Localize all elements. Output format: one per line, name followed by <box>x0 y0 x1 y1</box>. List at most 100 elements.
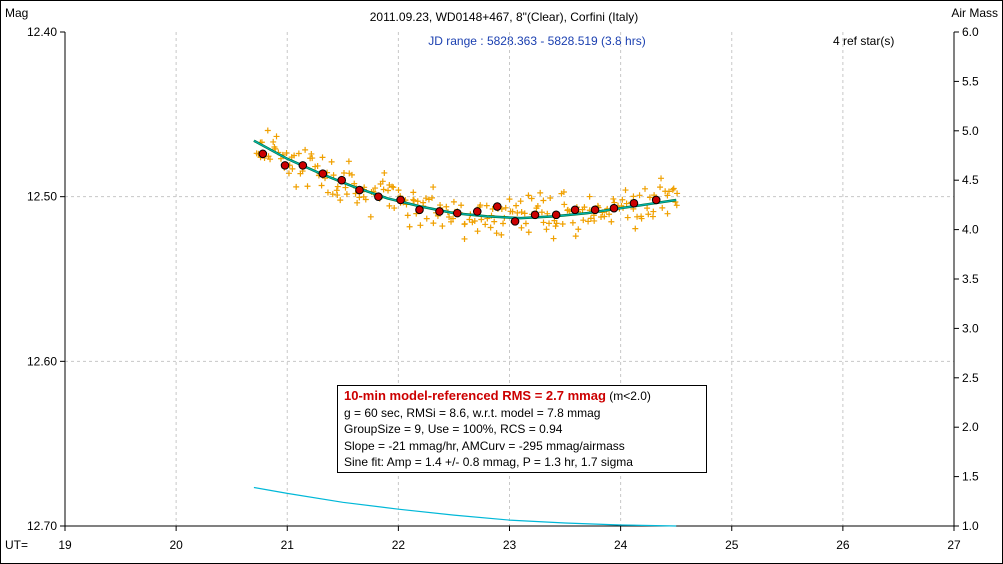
data-point <box>569 219 576 226</box>
rms-headline: 10-min model-referenced RMS = 2.7 mmag <box>344 388 606 403</box>
x-tick-label: 23 <box>503 538 517 552</box>
data-point <box>308 150 315 157</box>
x-tick-label: 20 <box>169 538 183 552</box>
airmass-curve <box>253 486 677 527</box>
binned-point <box>472 207 482 216</box>
data-point <box>295 150 302 157</box>
data-point <box>559 220 566 227</box>
data-point <box>610 195 617 202</box>
data-point <box>502 204 509 211</box>
y-right-tick-label: 2.5 <box>962 371 979 385</box>
data-point <box>525 192 532 199</box>
data-point <box>458 202 465 209</box>
data-point <box>606 211 613 218</box>
data-point <box>586 193 593 200</box>
left-axis-label: Mag <box>5 6 28 20</box>
data-point <box>477 202 484 209</box>
y-right-tick-label: 6.0 <box>962 25 979 39</box>
data-point <box>528 195 535 202</box>
data-point <box>461 235 468 242</box>
data-point <box>506 196 513 203</box>
x-tick-label: 22 <box>392 538 406 552</box>
data-point <box>534 202 541 209</box>
data-point <box>500 220 507 227</box>
binned-point <box>435 207 444 216</box>
data-point <box>659 204 666 211</box>
data-point <box>386 202 393 209</box>
binned-point <box>452 208 462 218</box>
data-point <box>658 175 665 182</box>
data-point <box>391 205 398 212</box>
binned-point <box>551 210 561 220</box>
data-point <box>644 205 651 212</box>
data-point <box>638 215 645 222</box>
data-point <box>478 216 485 223</box>
data-point <box>283 149 290 156</box>
data-point <box>664 210 671 217</box>
data-point <box>404 212 411 219</box>
data-point <box>267 156 274 163</box>
data-point <box>540 219 547 226</box>
data-layer <box>253 127 681 527</box>
data-point <box>385 187 392 194</box>
data-point <box>446 214 453 221</box>
data-point <box>390 184 397 191</box>
x-tick-label: 21 <box>281 538 295 552</box>
data-point <box>608 218 615 225</box>
data-point <box>665 188 672 195</box>
y-right-tick-label: 4.5 <box>962 173 979 187</box>
data-point <box>430 220 437 227</box>
stats-line-1: g = 60 sec, RMSi = 8.6, w.r.t. model = 7… <box>344 405 601 420</box>
data-point <box>333 187 340 194</box>
data-point <box>439 223 446 230</box>
data-point <box>664 192 671 199</box>
data-point <box>417 222 424 229</box>
data-point <box>414 198 421 205</box>
y-right-tick-label: 3.0 <box>962 321 979 335</box>
data-point <box>334 183 341 190</box>
binned-point <box>396 195 405 205</box>
data-point <box>343 191 350 198</box>
data-point <box>302 146 309 153</box>
data-point <box>429 194 436 201</box>
stats-line-3: Slope = -21 mmag/hr, AMCurv = -295 mmag/… <box>344 438 625 453</box>
data-point <box>406 223 413 230</box>
data-point <box>522 220 529 227</box>
data-point <box>482 221 489 228</box>
y-right-tick-label: 5.0 <box>962 124 979 138</box>
data-point <box>341 170 348 177</box>
data-point <box>328 158 335 165</box>
data-point <box>367 213 374 220</box>
binned-point <box>374 192 383 201</box>
data-point <box>630 193 637 200</box>
ref-stars-label: 4 ref star(s) <box>833 34 894 48</box>
binned-point <box>280 161 290 170</box>
data-point <box>324 189 331 196</box>
data-point <box>448 218 455 225</box>
data-point <box>649 213 656 220</box>
binned-point <box>492 202 502 211</box>
binned-point <box>355 185 364 195</box>
data-point <box>585 218 592 225</box>
data-point <box>521 210 528 217</box>
data-point <box>550 235 557 242</box>
y-right-tick-label: 2.0 <box>962 420 979 434</box>
y-right-tick-label: 4.0 <box>962 223 979 237</box>
data-point <box>483 202 490 209</box>
y-right-tick-label: 1.5 <box>962 470 979 484</box>
stats-line-2: GroupSize = 9, Use = 100%, RCS = 0.94 <box>344 422 563 436</box>
binned-point <box>590 205 600 215</box>
stats-box: 10-min model-referenced RMS = 2.7 mmag (… <box>337 385 707 473</box>
data-point <box>314 162 321 169</box>
data-point <box>410 197 417 204</box>
jd-range-label: JD range : 5828.363 - 5828.519 (3.8 hrs) <box>428 34 645 48</box>
data-point <box>345 158 352 165</box>
right-axis-label: Air Mass <box>951 6 998 20</box>
data-point <box>264 127 271 134</box>
data-point <box>389 183 396 190</box>
data-point <box>354 199 361 206</box>
data-point <box>537 189 544 196</box>
data-point <box>561 201 568 208</box>
data-point <box>450 215 457 222</box>
x-tick-label: 26 <box>836 538 850 552</box>
